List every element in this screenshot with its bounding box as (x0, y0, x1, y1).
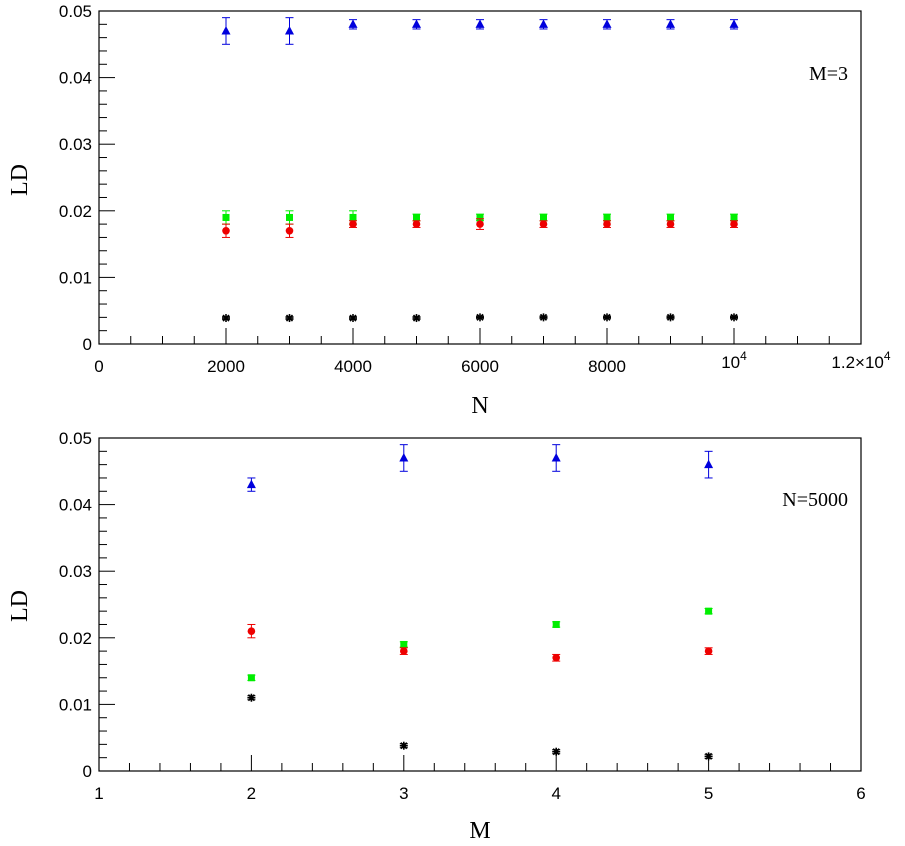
data-point (285, 25, 294, 35)
data-point (603, 220, 611, 228)
x-tick-label: 3 (399, 784, 408, 803)
bottom-panel-m-scan: N=5000 M LD 1 2 3 4 5 6 0 0.01 0.02 0.03 0.04 0.05 (7, 429, 866, 844)
data-point (412, 314, 421, 323)
data-point (603, 313, 611, 322)
data-point (603, 213, 611, 221)
y-tick-label: 0.05 (59, 429, 92, 448)
data-point (729, 19, 739, 28)
data-point (704, 459, 714, 469)
data-point (539, 220, 548, 228)
data-point (247, 693, 256, 702)
y-tick-label: 0.03 (59, 135, 92, 154)
x-tick-label: 2000 (207, 357, 245, 376)
y-tick-label: 0.05 (59, 2, 92, 21)
y-tick-label: 0 (83, 335, 92, 354)
data-point (247, 674, 255, 682)
data-point (705, 607, 713, 615)
data-point (704, 752, 713, 761)
data-point (552, 747, 561, 756)
y-tick-label: 0.02 (59, 629, 92, 648)
data-point (412, 220, 421, 228)
data-point (552, 620, 560, 628)
y-tick-label: 0.03 (59, 562, 92, 581)
y-tick-label: 0.01 (59, 268, 92, 287)
x-axis-title: M (469, 818, 490, 844)
data-point (400, 640, 408, 648)
y-tick-label: 0.02 (59, 202, 92, 221)
data-point (285, 226, 294, 235)
plot-frame (98, 10, 862, 345)
x-tick-label: 4000 (334, 357, 372, 376)
data-point (476, 313, 484, 322)
data-point (475, 19, 485, 28)
plot-frame (98, 437, 862, 772)
data-point (399, 741, 408, 750)
panel-annotation: M=3 (809, 63, 848, 85)
top-panel-n-scan: M=3 N LD 0 2000 4000 6000 8000 104 1.2×104 0 0.0… (7, 2, 891, 419)
y-tick-label: 0.04 (59, 496, 92, 515)
data-point (349, 213, 357, 221)
x-tick-label: 1.2×104 (831, 349, 890, 372)
panel-annotation: N=5000 (782, 489, 848, 511)
data-point (704, 647, 713, 655)
data-point (730, 213, 738, 221)
x-tick-label: 1 (94, 784, 103, 803)
data-point (551, 452, 561, 462)
data-point (348, 19, 358, 28)
data-point (222, 314, 230, 323)
data-point (540, 213, 547, 221)
data-point (222, 226, 230, 235)
data-point (247, 627, 256, 635)
x-tick-label: 8000 (588, 357, 626, 376)
data-point (539, 19, 548, 28)
data-point (285, 314, 294, 323)
x-tick-label: 2 (247, 784, 256, 803)
data-point (666, 220, 675, 228)
data-point (413, 213, 420, 221)
x-tick-label: 0 (94, 357, 103, 376)
x-tick-label: 6000 (461, 357, 499, 376)
data-point (666, 19, 675, 28)
y-axis-title: LD (7, 590, 33, 622)
x-tick-label: 5 (704, 784, 713, 803)
y-tick-label: 0.04 (59, 69, 92, 88)
data-point (399, 452, 409, 462)
data-point (539, 313, 548, 322)
data-point (552, 653, 560, 662)
data-point (666, 313, 675, 322)
data-point (476, 220, 484, 228)
data-point (246, 479, 256, 489)
x-tick-label: 104 (721, 349, 747, 372)
data-point (221, 25, 231, 35)
x-axis-title: N (471, 393, 488, 419)
x-tick-label: 4 (551, 784, 560, 803)
y-tick-label: 0.01 (59, 695, 92, 714)
data-point (349, 220, 357, 228)
data-point (667, 213, 674, 221)
data-point (602, 19, 612, 28)
y-tick-label: 0 (83, 762, 92, 781)
data-point (222, 213, 230, 221)
data-point (412, 19, 421, 28)
y-axis-title: LD (7, 164, 33, 196)
data-point (349, 314, 357, 323)
x-tick-label: 6 (856, 784, 865, 803)
data-point (400, 647, 408, 655)
data-point (476, 213, 484, 221)
data-point (730, 220, 738, 228)
data-point (730, 313, 738, 322)
data-point (286, 213, 293, 221)
